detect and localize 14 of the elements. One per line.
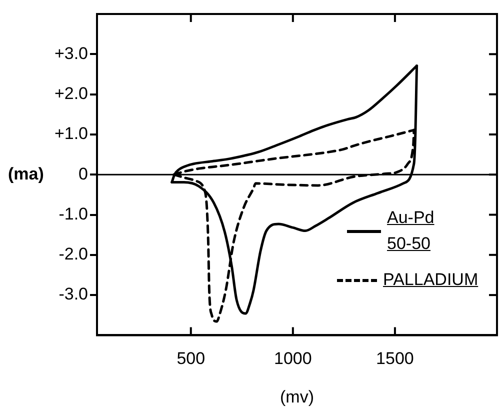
legend-label: Au-Pd 50-50 (387, 207, 434, 256)
y-tick-label: +1.0 (54, 124, 88, 144)
y-tick-label: +2.0 (54, 84, 88, 103)
x-tick-label: 1000 (274, 349, 312, 368)
y-tick-label: -2.0 (58, 244, 88, 264)
x-axis-title: (mv) (280, 387, 314, 406)
legend-label: PALLADIUM (383, 269, 478, 292)
x-tick-label: 500 (176, 349, 206, 368)
y-tick-label: -3.0 (58, 284, 88, 304)
x-tick-label: 1500 (376, 349, 414, 368)
y-tick-label: +3.0 (54, 44, 88, 63)
y-tick-label: -1.0 (58, 204, 88, 224)
y-tick-label: 0 (78, 164, 88, 184)
y-axis-title: (ma) (8, 164, 44, 184)
